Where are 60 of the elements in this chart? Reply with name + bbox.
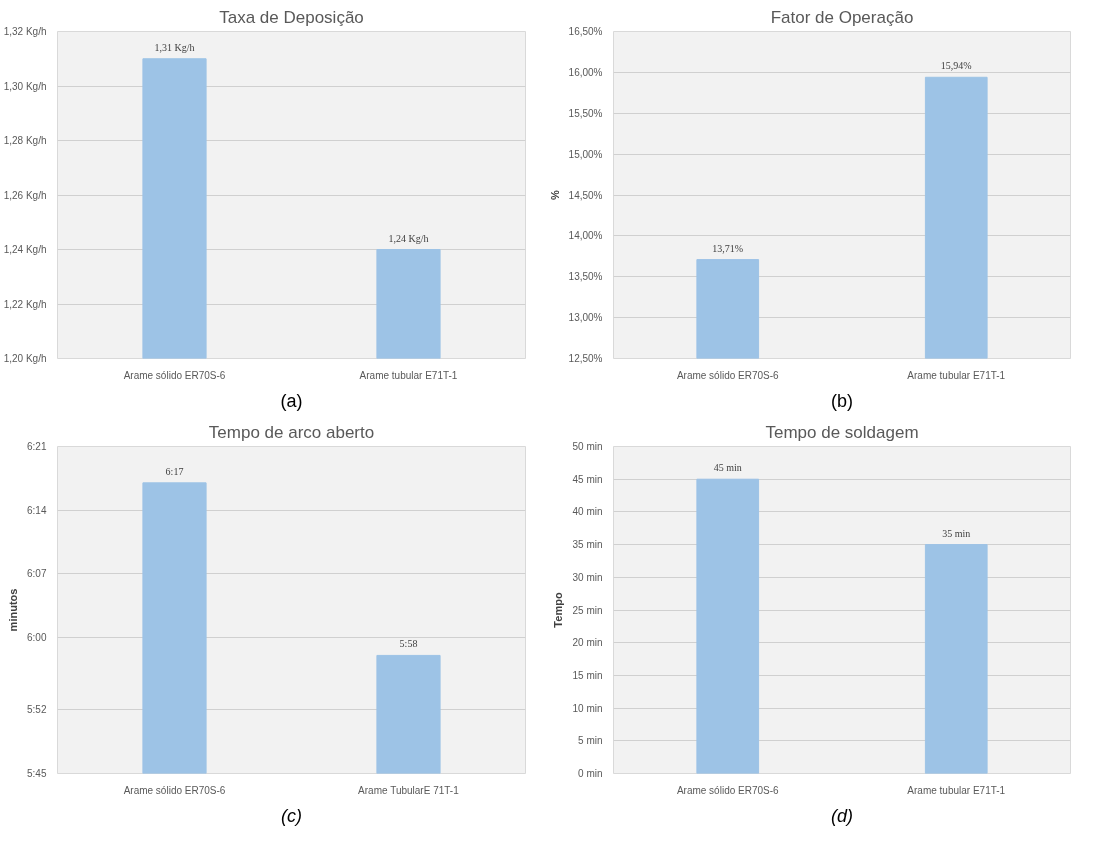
data-label: 35 min [942,527,971,539]
y-tick-label: 5 min [578,735,603,747]
text: (c) [281,805,303,826]
chart-title: Fator de Operação [770,7,914,27]
y-tick-label: 1,28 Kg/h [3,135,47,146]
data-label: 15,94% [940,60,972,72]
y-axis-title: % [548,189,561,200]
y-tick-label: 5:52 [27,704,47,716]
text: (b) [831,390,853,411]
y-tick-label: 6:21 [27,441,47,452]
y-tick-label: 50 min [572,441,603,452]
y-axis-title: Tempo [552,592,565,628]
data-label: 5:58 [399,638,418,650]
y-tick-label: 13,50% [568,271,603,283]
y-axis-title: minutos [7,588,20,632]
x-tick-label: Arame sólido ER70S-6 [123,784,226,796]
y-tick-label: 12,50% [568,353,603,364]
y-tick-label: 15,50% [568,107,603,119]
y-tick-label: 6:07 [27,568,47,580]
y-tick-label: 15,00% [568,148,603,160]
x-tick-label: Arame tubular E71T-1 [907,784,1006,796]
y-tick-label: 45 min [572,473,603,485]
y-tick-label: 25 min [572,604,603,616]
y-tick-label: 16,00% [568,66,603,78]
text: (a) [280,390,303,411]
data-label: 1,24 Kg/h [388,232,429,244]
y-tick-label: 1,26 Kg/h [3,189,47,201]
x-tick-label: Arame TubularE 71T-1 [358,784,460,796]
y-tick-label: 35 min [572,539,603,551]
y-tick-label: 1,20 Kg/h [3,353,47,364]
y-tick-label: 15 min [572,669,603,681]
y-tick-label: 5:45 [27,768,47,779]
data-label: 6:17 [165,465,184,477]
y-tick-label: 6:00 [27,631,47,643]
chart-title: Tempo de soldagem [765,422,919,442]
y-tick-label: 20 min [572,637,603,649]
y-tick-label: 1,24 Kg/h [3,244,47,255]
y-tick-label: 14,00% [568,230,603,242]
x-tick-label: Arame sólido ER70S-6 [676,784,780,796]
y-tick-label: 14,50% [568,189,603,201]
chart-title: Taxa de Deposição [219,7,364,27]
y-tick-label: 1,32 Kg/h [3,26,47,37]
data-label: 1,31 Kg/h [154,41,195,53]
y-tick-label: 13,00% [568,312,603,324]
text: (d) [831,805,853,826]
x-tick-label: Arame tubular E71T-1 [907,369,1006,381]
x-tick-label: Arame tubular E71T-1 [359,369,458,381]
chart-title: Tempo de arco aberto [208,422,375,442]
y-tick-label: 6:14 [27,504,47,516]
x-tick-label: Arame sólido ER70S-6 [123,369,226,381]
y-tick-label: 30 min [572,571,603,583]
data-label: 45 min [713,462,742,474]
y-tick-label: 16,50% [568,26,603,37]
y-tick-label: 1,30 Kg/h [3,80,47,92]
y-tick-label: 0 min [578,768,603,779]
y-tick-label: 40 min [572,506,603,518]
data-label: 13,71% [712,242,744,254]
y-tick-label: 10 min [572,702,603,714]
x-tick-label: Arame sólido ER70S-6 [676,369,780,381]
y-tick-label: 1,22 Kg/h [3,298,47,310]
